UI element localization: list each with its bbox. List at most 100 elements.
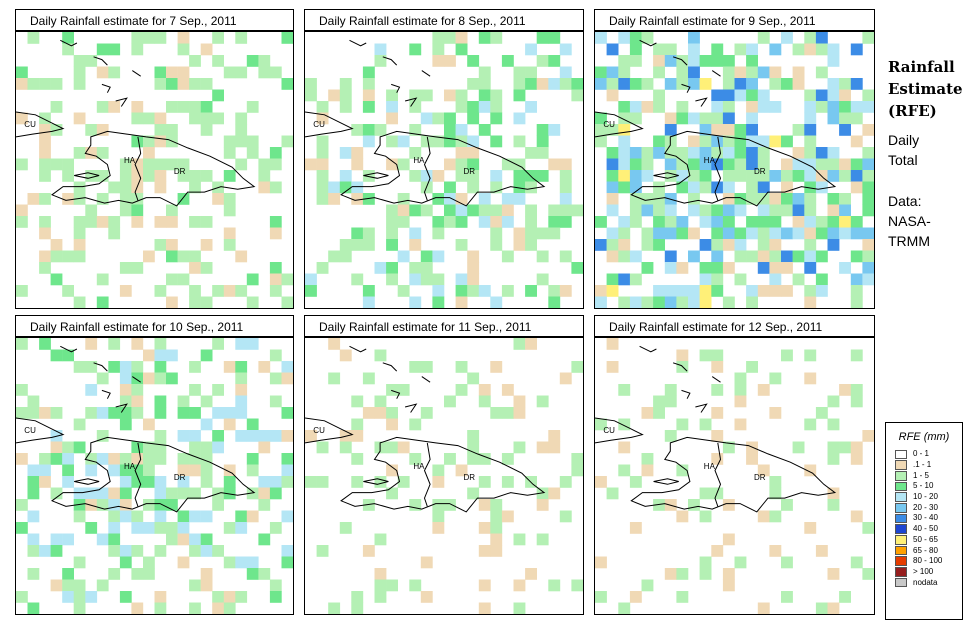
rainfall-cell <box>455 158 468 171</box>
rainfall-cell <box>351 591 364 603</box>
side-text-source: Data: NASA- TRMM <box>888 191 931 251</box>
rainfall-cell <box>606 273 619 286</box>
rainfall-cell <box>386 101 398 113</box>
rainfall-cell <box>16 66 28 79</box>
rainfall-cell <box>501 204 514 217</box>
rainfall-cell <box>316 441 329 454</box>
rainfall-cell <box>131 32 144 44</box>
rainfall-cell <box>246 135 259 148</box>
rainfall-cell <box>189 602 201 614</box>
rainfall-cell <box>119 453 132 465</box>
rainfall-cell <box>420 112 433 125</box>
rainfall-cell <box>96 43 109 56</box>
rainfall-cell <box>862 568 874 580</box>
rainfall-cell <box>606 239 619 251</box>
rainfall-cell <box>328 372 341 385</box>
rainfall-cell <box>362 545 375 557</box>
rainfall-cell <box>746 89 758 102</box>
rainfall-cell <box>96 193 109 205</box>
rainfall-cell <box>839 124 851 136</box>
rainfall-cell <box>722 262 735 274</box>
rainfall-cell <box>108 487 121 500</box>
rainfall-cell <box>62 568 74 580</box>
rainfall-cell <box>501 453 514 465</box>
panel-title: Daily Rainfall estimate for 11 Sep., 201… <box>304 315 584 337</box>
rainfall-cell <box>804 147 817 159</box>
rainfall-cell <box>711 112 724 125</box>
rainfall-cell <box>177 43 190 56</box>
rainfall-cell <box>699 239 712 251</box>
rainfall-cell <box>513 395 526 408</box>
legend-item: .1 - 1 <box>886 460 962 471</box>
rainfall-cell <box>316 158 329 171</box>
rainfall-cell <box>629 296 642 308</box>
legend-label: 0 - 1 <box>913 449 930 459</box>
rainfall-cell <box>722 101 735 113</box>
rainfall-cell <box>478 499 491 511</box>
rainfall-cell <box>804 193 817 205</box>
coastline <box>695 97 708 107</box>
rainfall-cell <box>490 216 503 228</box>
legend-item: > 100 <box>886 567 962 578</box>
legend-label: 20 - 30 <box>913 502 938 512</box>
rainfall-cell <box>119 464 132 477</box>
rainfall-cell <box>246 487 259 500</box>
rainfall-cell <box>490 361 503 373</box>
place-label: DR <box>464 473 476 482</box>
rainfall-cell <box>62 43 74 56</box>
rainfall-cell <box>108 568 121 580</box>
rainfall-cell <box>143 32 155 44</box>
legend-label: 50 - 65 <box>913 534 938 544</box>
rainfall-cell <box>804 464 817 477</box>
rainfall-cell <box>362 89 375 102</box>
rainfall-cell <box>769 285 782 297</box>
rainfall-cell <box>781 204 793 217</box>
rainfall-cell <box>641 158 654 171</box>
rainfall-cell <box>131 170 144 182</box>
rainfall-cell <box>734 43 747 56</box>
rainfall-cell <box>374 349 387 362</box>
rainfall-cell <box>664 296 677 308</box>
rainfall-cell <box>722 55 735 67</box>
rainfall-cell <box>131 407 144 419</box>
rainfall-cell <box>166 158 178 171</box>
rainfall-cell <box>711 285 724 297</box>
rainfall-cell <box>606 158 619 171</box>
rainfall-cell <box>339 147 352 159</box>
legend-item: 20 - 30 <box>886 502 962 513</box>
rainfall-cell <box>734 78 747 90</box>
rainfall-cell <box>444 204 456 217</box>
rainfall-cell <box>815 147 828 159</box>
rainfall-cell <box>653 181 665 194</box>
rainfall-cell <box>641 147 654 159</box>
rainfall-cell <box>513 407 526 419</box>
rainfall-cell <box>143 568 155 580</box>
rainfall-cell <box>246 55 259 67</box>
rainfall-cell <box>305 78 317 90</box>
rainfall-cell <box>641 32 654 44</box>
rainfall-cell <box>108 43 121 56</box>
rainfall-cell <box>39 545 51 557</box>
place-label: HA <box>124 156 136 165</box>
rainfall-cell <box>212 338 224 350</box>
coastline <box>711 376 721 383</box>
rainfall-cell <box>769 510 782 523</box>
rainfall-cell <box>850 453 863 465</box>
rainfall-cell <box>386 158 398 171</box>
rainfall-cell <box>16 407 28 419</box>
rainfall-cell <box>27 32 40 44</box>
rainfall-cell <box>618 227 631 240</box>
rainfall-cell <box>734 418 747 431</box>
coastline <box>421 70 431 77</box>
rainfall-cell <box>246 296 259 308</box>
rainfall-cell <box>50 453 63 465</box>
rainfall-cell <box>676 418 689 431</box>
rainfall-cell <box>119 204 132 217</box>
rainfall-cell <box>177 510 190 523</box>
rainfall-cell <box>641 407 654 419</box>
rainfall-cell <box>16 158 28 171</box>
rainfall-cell <box>699 78 712 90</box>
rainfall-cell <box>85 453 98 465</box>
rainfall-cell <box>490 545 503 557</box>
rainfall-cell <box>815 32 828 44</box>
